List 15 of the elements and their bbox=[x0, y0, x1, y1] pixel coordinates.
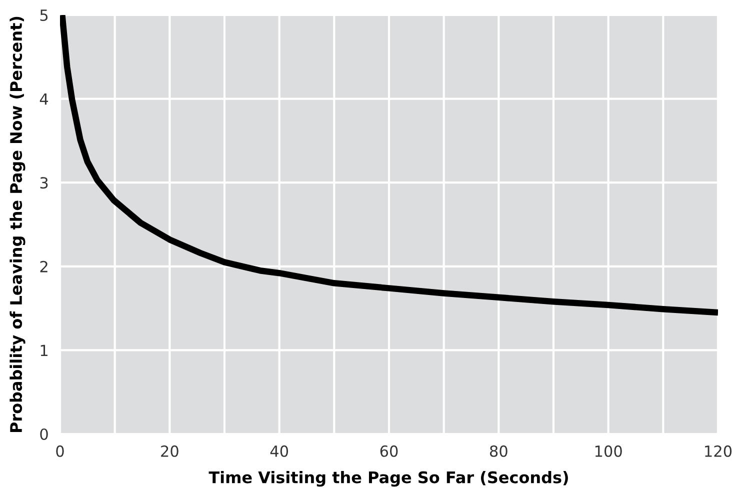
y-axis-title: Probability of Leaving the Page Now (Percent) bbox=[10, 16, 26, 432]
x-tick-label: 20 bbox=[161, 445, 178, 457]
y-tick-label: 2 bbox=[40, 260, 48, 272]
x-tick-label: 120 bbox=[705, 445, 732, 457]
y-tick-label: 1 bbox=[40, 344, 48, 356]
x-tick-label: 80 bbox=[490, 445, 508, 457]
y-tick-label: 3 bbox=[40, 177, 48, 189]
x-axis-title: Time Visiting the Page So Far (Seconds) bbox=[208, 471, 568, 487]
x-tick-label: 40 bbox=[270, 445, 288, 457]
x-tick-label: 100 bbox=[595, 445, 622, 457]
x-tick-label: 60 bbox=[380, 445, 398, 457]
x-tick-label: 0 bbox=[56, 445, 64, 457]
y-tick-label: 5 bbox=[40, 10, 48, 22]
y-tick-label: 0 bbox=[40, 428, 48, 440]
y-tick-label: 4 bbox=[40, 93, 48, 105]
